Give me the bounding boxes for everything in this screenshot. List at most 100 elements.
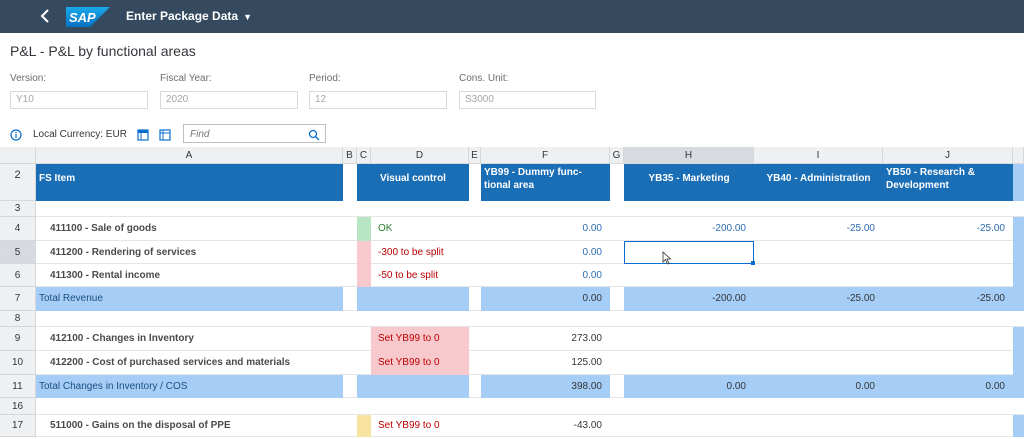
yb99-cell[interactable] <box>481 311 610 327</box>
fs-item-cell[interactable]: 411100 - Sale of goods <box>50 223 157 234</box>
visual-control-cell[interactable] <box>357 375 469 398</box>
row-header-3[interactable]: 3 <box>0 201 36 217</box>
row-header-2[interactable]: 2 <box>0 164 36 201</box>
sap-logo[interactable]: SAP <box>66 7 110 27</box>
yb35-cell[interactable] <box>624 398 754 415</box>
yb40-cell[interactable] <box>754 398 883 415</box>
visual-control-cell[interactable]: -50 to be split <box>378 270 439 281</box>
yb50-cell[interactable] <box>883 327 1013 351</box>
visual-control-cell[interactable]: -300 to be split <box>378 247 444 258</box>
cons-unit-field[interactable]: S3000 <box>459 91 596 109</box>
header-yb99[interactable]: YB99 - Dummy func- tional area <box>481 164 610 201</box>
header-yb35[interactable]: YB35 - Marketing <box>624 164 754 201</box>
yb99-cell[interactable]: 0.00 <box>481 287 610 311</box>
yb50-cell[interactable] <box>883 398 1013 415</box>
visual-control-cell[interactable]: OK <box>378 223 393 234</box>
yb35-cell[interactable] <box>624 201 754 217</box>
fs-item-cell[interactable] <box>36 201 343 217</box>
yb99-cell[interactable] <box>481 201 610 217</box>
search-icon[interactable] <box>308 128 320 141</box>
column-header-a[interactable]: A <box>36 147 343 164</box>
yb50-cell[interactable] <box>883 351 1013 375</box>
yb40-cell[interactable] <box>754 311 883 327</box>
yb35-cell[interactable] <box>624 351 754 375</box>
yb35-cell[interactable]: 0.00 <box>624 375 754 398</box>
column-header-i[interactable]: I <box>754 147 883 164</box>
fill-handle[interactable] <box>751 261 755 265</box>
yb35-cell[interactable]: -200.00 <box>624 287 754 311</box>
fs-item-cell[interactable]: 411200 - Rendering of services <box>50 247 197 258</box>
selected-cell[interactable] <box>624 241 754 264</box>
row-header-4[interactable]: 4 <box>0 217 36 241</box>
yb50-cell[interactable] <box>883 264 1013 287</box>
yb50-cell[interactable]: -25.00 <box>976 223 1005 234</box>
yb40-cell[interactable] <box>754 264 883 287</box>
yb99-cell[interactable]: 0.00 <box>582 247 602 258</box>
column-header-f[interactable]: F <box>481 147 610 164</box>
yb99-cell[interactable] <box>481 398 610 415</box>
visual-control-cell[interactable]: Set YB99 to 0 <box>371 327 469 351</box>
yb35-cell[interactable] <box>624 327 754 351</box>
yb40-cell[interactable] <box>754 415 883 437</box>
fs-item-cell[interactable]: Total Changes in Inventory / COS <box>36 375 343 398</box>
back-chevron-icon[interactable] <box>36 6 56 26</box>
yb99-cell[interactable]: 0.00 <box>582 270 602 281</box>
row-header-8[interactable]: 8 <box>0 311 36 327</box>
yb50-cell[interactable]: 0.00 <box>883 375 1013 398</box>
yb40-cell[interactable] <box>754 351 883 375</box>
grid-corner[interactable] <box>0 147 36 164</box>
visual-control-cell[interactable]: Set YB99 to 0 <box>378 420 440 431</box>
yb50-cell[interactable] <box>883 415 1013 437</box>
yb99-cell[interactable]: 125.00 <box>571 357 602 368</box>
layout-icon[interactable] <box>159 128 171 141</box>
row-header-5[interactable]: 5 <box>0 241 36 264</box>
yb35-cell[interactable] <box>624 415 754 437</box>
fiscal-year-field[interactable]: 2020 <box>160 91 298 109</box>
yb99-cell[interactable]: 398.00 <box>481 375 610 398</box>
column-header-c[interactable]: C <box>357 147 371 164</box>
row-header-11[interactable]: 11 <box>0 375 36 398</box>
column-header-d[interactable]: D <box>371 147 469 164</box>
yb40-cell[interactable]: 0.00 <box>754 375 883 398</box>
row-header-10[interactable]: 10 <box>0 351 36 375</box>
yb40-cell[interactable]: -25.00 <box>846 223 875 234</box>
yb50-cell[interactable] <box>883 241 1013 264</box>
yb99-cell[interactable]: -43.00 <box>573 420 602 431</box>
info-icon[interactable] <box>10 128 22 141</box>
fs-item-cell[interactable]: 412100 - Changes in Inventory <box>50 333 194 344</box>
row-header-7[interactable]: 7 <box>0 287 36 311</box>
yb35-cell[interactable]: -200.00 <box>712 223 746 234</box>
fs-item-cell[interactable]: 511000 - Gains on the disposal of PPE <box>50 420 231 431</box>
header-fs-item[interactable]: FS Item <box>36 164 343 201</box>
yb35-cell[interactable] <box>624 311 754 327</box>
visual-control-cell[interactable]: Set YB99 to 0 <box>371 351 469 375</box>
version-field[interactable]: Y10 <box>10 91 148 109</box>
yb40-cell[interactable] <box>754 327 883 351</box>
yb35-cell[interactable] <box>624 264 754 287</box>
fs-item-cell[interactable]: 411300 - Rental income <box>50 270 161 281</box>
visual-control-cell[interactable] <box>357 287 469 311</box>
fs-item-cell[interactable]: 412200 - Cost of purchased services and … <box>50 357 291 368</box>
yb99-cell[interactable]: 0.00 <box>582 223 602 234</box>
app-title-menu[interactable]: Enter Package Data ▼ <box>126 9 252 23</box>
column-header-e[interactable]: E <box>469 147 481 164</box>
header-yb50[interactable]: YB50 - Research & Development <box>883 164 1013 201</box>
period-field[interactable]: 12 <box>309 91 447 109</box>
column-header-j[interactable]: J <box>883 147 1013 164</box>
yb50-cell[interactable]: -25.00 <box>883 287 1013 311</box>
yb99-cell[interactable]: 273.00 <box>571 333 602 344</box>
row-header-9[interactable]: 9 <box>0 327 36 351</box>
column-header-b[interactable]: B <box>343 147 357 164</box>
yb50-cell[interactable] <box>883 311 1013 327</box>
table-view-icon[interactable] <box>137 128 149 141</box>
fs-item-cell[interactable] <box>36 311 343 327</box>
column-header-g[interactable]: G <box>610 147 624 164</box>
fs-item-cell[interactable] <box>36 398 343 415</box>
column-header-k[interactable] <box>1013 147 1024 164</box>
find-input[interactable] <box>190 127 300 141</box>
row-header-17[interactable]: 17 <box>0 415 36 437</box>
yb40-cell[interactable]: -25.00 <box>754 287 883 311</box>
column-header-h[interactable]: H <box>624 147 754 164</box>
row-header-16[interactable]: 16 <box>0 398 36 415</box>
row-header-6[interactable]: 6 <box>0 264 36 287</box>
